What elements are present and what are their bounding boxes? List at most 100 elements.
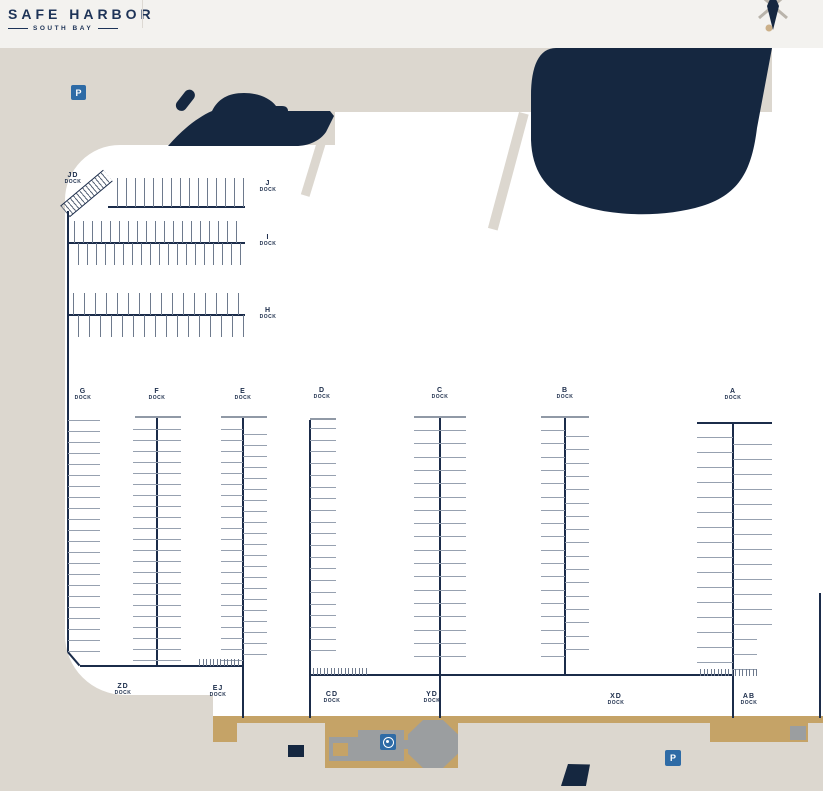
slip-tick (177, 243, 178, 265)
dock-spine-I (68, 242, 245, 244)
slip-tick (222, 243, 223, 265)
finger-tick (355, 668, 356, 675)
slip-tick (189, 178, 190, 207)
dock-label-yd: YD DOCK (423, 691, 441, 704)
slip-tick (209, 221, 210, 243)
slip-tick (199, 315, 200, 337)
dock-label-c: C DOCK (431, 387, 449, 400)
slip-tick (733, 549, 772, 550)
slip-tick (238, 293, 239, 315)
slip-tick (733, 534, 772, 535)
slip-tick (697, 587, 733, 588)
slip-tick (221, 429, 243, 430)
finger-tick (351, 668, 353, 675)
slip-tick (414, 430, 466, 431)
finger-tick (230, 659, 232, 666)
slip-tick (133, 462, 181, 463)
slip-tick (221, 594, 243, 595)
slip-tick (200, 221, 201, 243)
slip-tick (68, 541, 100, 542)
slip-tick (123, 243, 124, 265)
slip-tick (414, 642, 466, 644)
finger-tick (316, 668, 318, 675)
slip-tick (541, 430, 565, 431)
slip-tick (231, 243, 232, 265)
slip-tick (310, 580, 336, 582)
slip-tick (87, 243, 88, 265)
slip-tick (68, 563, 100, 564)
slip-tick (414, 656, 466, 658)
slip-tick (697, 662, 733, 663)
slip-tick (243, 456, 267, 457)
finger-tick (202, 659, 204, 666)
header-divider (142, 0, 143, 28)
slip-tick (68, 618, 100, 619)
slip-tick (565, 608, 589, 610)
finger-tick (749, 669, 750, 676)
finger-tick (330, 668, 332, 675)
quay-strip (213, 716, 823, 723)
slip-tick (243, 544, 267, 545)
slip-tick (541, 523, 565, 525)
finger-tick (731, 669, 733, 676)
slip-tick (92, 221, 93, 243)
slip-tick (310, 451, 336, 453)
brand-logo[interactable]: SAFE HARBOR SOUTH BAY (8, 6, 155, 32)
slip-tick (133, 528, 181, 529)
slip-tick (133, 517, 181, 518)
slip-tick (697, 557, 733, 558)
slip-tick (186, 243, 187, 265)
slip-tick (68, 585, 100, 586)
quay-block-left (213, 716, 237, 742)
slip-tick (216, 293, 217, 315)
slip-tick (697, 482, 733, 483)
slip-tick (221, 315, 222, 337)
slip-tick (414, 523, 466, 525)
slip-tick (243, 599, 267, 600)
brand-tagline: SOUTH BAY (8, 25, 155, 32)
slip-tick (68, 596, 100, 597)
slip-tick (234, 178, 235, 207)
slip-tick (133, 649, 181, 650)
site-header: SAFE HARBOR SOUTH BAY (0, 0, 823, 48)
slip-tick (191, 221, 192, 243)
slip-tick (310, 521, 336, 523)
dock-cap-F (135, 416, 181, 418)
slip-tick (310, 533, 336, 535)
slip-tick (133, 660, 181, 661)
slip-tick (236, 221, 237, 243)
slip-tick (221, 528, 243, 529)
slip-tick (207, 178, 208, 207)
slip-tick (243, 500, 267, 501)
slip-tick (133, 638, 181, 639)
slip-tick (565, 475, 589, 477)
slip-tick (310, 474, 336, 476)
finger-tick (735, 669, 736, 676)
slip-tick (153, 178, 154, 207)
slip-tick (541, 576, 565, 578)
slip-tick (541, 469, 565, 471)
slip-tick (565, 502, 589, 504)
dock-label-cd: CD DOCK (323, 691, 341, 704)
slip-tick (96, 243, 97, 265)
ships-wheel-icon (380, 734, 396, 750)
slip-tick (414, 456, 466, 458)
slip-tick (213, 243, 214, 265)
slip-tick (159, 243, 160, 265)
parking-icon-top: P (71, 85, 86, 100)
slip-tick (733, 444, 772, 445)
finger-tick (323, 668, 325, 675)
slip-tick (101, 221, 102, 243)
slip-tick (414, 536, 466, 538)
slip-tick (243, 654, 267, 655)
slip-tick (243, 445, 267, 446)
slip-tick (243, 489, 267, 490)
finger-tick (724, 669, 726, 676)
slip-tick (565, 542, 589, 544)
slip-tick (74, 221, 75, 243)
slip-tick (68, 475, 100, 476)
slip-tick (183, 293, 184, 315)
slip-tick (133, 616, 181, 617)
structure-trapezoid (561, 764, 590, 786)
slip-tick (182, 221, 183, 243)
